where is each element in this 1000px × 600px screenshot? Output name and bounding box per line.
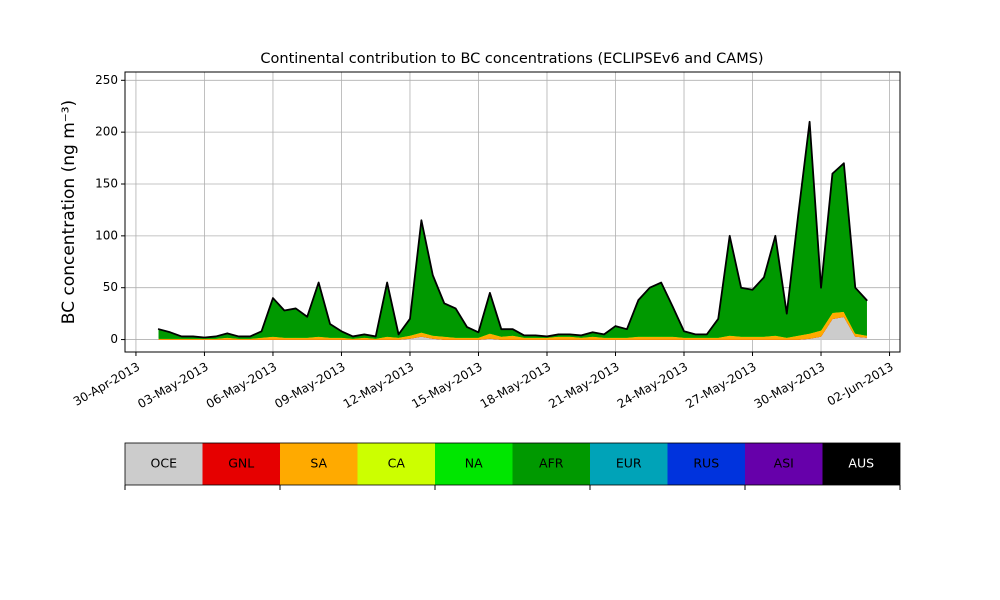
legend-swatch (435, 443, 513, 485)
y-tick-label: 50 (103, 280, 118, 294)
y-tick-label: 150 (95, 177, 118, 191)
legend-swatch (822, 443, 900, 485)
legend: OCE GNL SA CA NA AFR EUR RUS ASI AUS (124, 442, 901, 490)
legend-label: EUR (616, 456, 642, 471)
legend-swatch (280, 443, 358, 485)
legend-label: NA (465, 456, 483, 471)
area (157, 120, 868, 339)
legend-label: AUS (848, 456, 874, 471)
y-axis-label: BC concentration (ng m⁻³) (59, 100, 79, 324)
legend-swatch (512, 443, 590, 485)
legend-swatch (667, 443, 745, 485)
legend-label: AFR (539, 456, 564, 471)
legend-label: GNL (228, 456, 254, 471)
legend-label: SA (310, 456, 327, 471)
legend-swatch (745, 443, 823, 485)
y-tick-label: 250 (95, 73, 118, 87)
legend-frame (124, 442, 901, 486)
y-tick-label: 100 (95, 228, 118, 242)
legend-label: OCE (151, 456, 178, 471)
legend-swatch (202, 443, 280, 485)
y-tick-label: 0 (110, 332, 118, 346)
plot-frame (124, 71, 901, 353)
y-tick-label: 200 (95, 125, 118, 139)
legend-swatch (590, 443, 668, 485)
legend-swatch (357, 443, 435, 485)
legend-label: RUS (693, 456, 719, 471)
legend-label: ASI (774, 456, 794, 471)
legend-swatch (125, 443, 203, 485)
chart-title: Continental contribution to BC concentra… (260, 51, 763, 67)
legend-label: CA (388, 456, 406, 471)
